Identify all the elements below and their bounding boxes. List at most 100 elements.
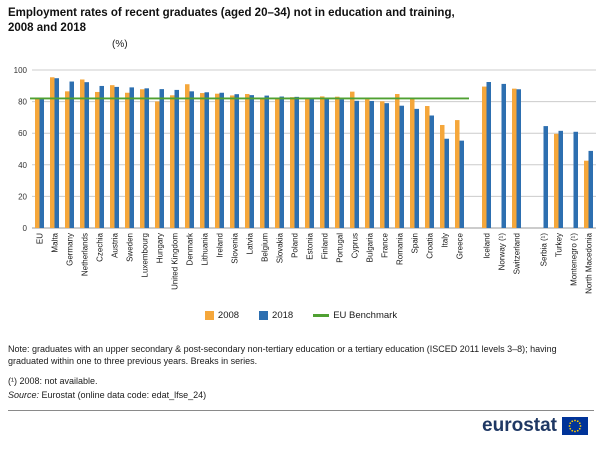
bar-2008-turkey bbox=[554, 133, 559, 228]
bar-2018-finland bbox=[324, 98, 329, 228]
x-axis-label-united-kingdom: United Kingdom bbox=[171, 233, 180, 290]
x-axis-label-sweden: Sweden bbox=[126, 233, 135, 262]
x-axis-label-iceland: Iceland bbox=[483, 233, 492, 259]
bar-2008-netherlands bbox=[80, 79, 85, 228]
bar-2018-czechia bbox=[99, 85, 104, 228]
x-axis-label-romania: Romania bbox=[396, 232, 405, 265]
bar-2018-italy bbox=[444, 138, 449, 228]
x-axis-label-croatia: Croatia bbox=[426, 232, 435, 258]
bar-2008-greece bbox=[455, 120, 460, 228]
bar-2018-hungary bbox=[159, 89, 164, 228]
bar-2018-austria bbox=[114, 86, 119, 228]
bar-2018-estonia bbox=[309, 97, 314, 229]
x-axis-label-denmark: Denmark bbox=[186, 232, 195, 265]
bar-2018-eu bbox=[39, 99, 44, 229]
x-axis-label-netherlands: Netherlands bbox=[81, 233, 90, 276]
y-tick-label: 100 bbox=[14, 66, 28, 75]
bar-2018-iceland bbox=[486, 82, 491, 228]
source-line: Source: Eurostat (online data code: edat… bbox=[8, 390, 594, 400]
bar-2018-spain bbox=[414, 108, 419, 228]
x-axis-label-turkey: Turkey bbox=[555, 233, 564, 257]
x-axis-label-germany: Germany bbox=[66, 233, 75, 266]
x-axis-label-luxembourg: Luxembourg bbox=[141, 233, 150, 277]
legend-item-2018: 2018 bbox=[259, 310, 293, 321]
bar-2008-czechia bbox=[95, 91, 100, 228]
bar-2018-croatia bbox=[429, 115, 434, 228]
bar-2008-croatia bbox=[425, 106, 430, 228]
bar-2018-greece bbox=[459, 140, 464, 228]
bar-2008-united-kingdom bbox=[170, 95, 175, 228]
bar-2018-denmark bbox=[189, 91, 194, 228]
legend-swatch-2008 bbox=[204, 311, 214, 320]
y-tick-label: 0 bbox=[23, 224, 28, 233]
bar-2008-lithuania bbox=[200, 93, 205, 229]
footer-logo-row: eurostat bbox=[0, 411, 602, 435]
note-text: Note: graduates with an upper secondary … bbox=[8, 344, 557, 367]
x-axis-label-north-macedonia: North Macedonia bbox=[585, 232, 594, 293]
bar-2008-belgium bbox=[260, 98, 265, 228]
bar-2018-poland bbox=[294, 96, 299, 228]
bar-2018-slovakia bbox=[279, 96, 284, 228]
bar-2008-cyprus bbox=[350, 91, 355, 228]
x-axis-label-poland: Poland bbox=[291, 233, 300, 258]
bar-2008-austria bbox=[110, 85, 115, 228]
y-tick-label: 80 bbox=[18, 98, 27, 107]
x-axis-label-slovenia: Slovenia bbox=[231, 232, 240, 263]
chart-legend: 2008 2018 EU Benchmark bbox=[0, 310, 602, 321]
x-axis-label-montenegro: Montenegro (¹) bbox=[570, 233, 579, 286]
source-text: Eurostat (online data code: edat_lfse_24… bbox=[41, 390, 207, 401]
bar-2008-bulgaria bbox=[365, 99, 370, 228]
bar-2018-serbia bbox=[543, 126, 548, 228]
bar-2018-bulgaria bbox=[369, 100, 374, 228]
y-tick-label: 60 bbox=[18, 129, 27, 138]
bar-2018-switzerland bbox=[516, 89, 521, 228]
x-axis-label-ireland: Ireland bbox=[216, 233, 225, 257]
x-axis-label-serbia: Serbia (¹) bbox=[540, 233, 549, 267]
bar-2018-netherlands bbox=[84, 82, 89, 228]
x-axis-label-bulgaria: Bulgaria bbox=[366, 232, 375, 262]
bar-2008-eu bbox=[35, 98, 40, 228]
x-axis-label-france: France bbox=[381, 232, 390, 257]
x-axis-label-czechia: Czechia bbox=[96, 232, 105, 261]
bar-2008-france bbox=[380, 101, 385, 228]
bar-2008-spain bbox=[410, 98, 415, 228]
bar-2018-cyprus bbox=[354, 100, 359, 228]
x-axis-label-lithuania: Lithuania bbox=[201, 232, 210, 265]
bar-2018-united-kingdom bbox=[174, 89, 179, 228]
x-axis-label-cyprus: Cyprus bbox=[351, 233, 360, 258]
bar-2018-luxembourg bbox=[144, 88, 149, 228]
x-axis-label-spain: Spain bbox=[411, 233, 420, 253]
chart-title-line2: 2008 and 2018 bbox=[8, 22, 87, 34]
x-axis-label-hungary: Hungary bbox=[156, 233, 165, 263]
x-axis-label-belgium: Belgium bbox=[261, 233, 270, 262]
source-label: Source: bbox=[8, 390, 40, 401]
bar-2018-germany bbox=[69, 81, 74, 228]
x-axis-label-estonia: Estonia bbox=[306, 232, 315, 259]
x-axis-label-eu: EU bbox=[36, 233, 45, 244]
bar-2008-finland bbox=[320, 96, 325, 228]
x-axis-label-malta: Malta bbox=[51, 232, 60, 252]
bar-2008-malta bbox=[50, 77, 55, 228]
x-axis-label-switzerland: Switzerland bbox=[513, 233, 522, 274]
bar-2008-iceland bbox=[482, 86, 487, 228]
bar-2008-slovakia bbox=[275, 97, 280, 228]
eu-flag-icon bbox=[562, 416, 588, 435]
bar-2008-hungary bbox=[155, 101, 160, 228]
x-axis-label-austria: Austria bbox=[111, 232, 120, 257]
bar-2018-norway bbox=[501, 83, 506, 229]
bar-2018-north-macedonia bbox=[588, 150, 593, 228]
bar-2018-slovenia bbox=[234, 94, 239, 228]
x-axis-label-latvia: Latvia bbox=[246, 232, 255, 254]
bar-2018-sweden bbox=[129, 87, 134, 228]
y-tick-label: 40 bbox=[18, 161, 27, 170]
legend-label-2018: 2018 bbox=[272, 310, 294, 321]
eurostat-logo-text: eurostat bbox=[482, 415, 557, 437]
legend-item-eu-benchmark: EU Benchmark bbox=[313, 310, 397, 321]
y-tick-label: 20 bbox=[18, 192, 27, 201]
bar-2018-belgium bbox=[264, 95, 269, 228]
unit-label: (%) bbox=[112, 39, 128, 50]
bar-2018-france bbox=[384, 103, 389, 228]
x-axis-label-slovakia: Slovakia bbox=[276, 232, 285, 263]
bar-2008-sweden bbox=[125, 92, 130, 228]
employment-rates-bar-chart: 0 20 40 60 80 100 EU Malta Germany Netherlands Cze… bbox=[14, 66, 596, 294]
